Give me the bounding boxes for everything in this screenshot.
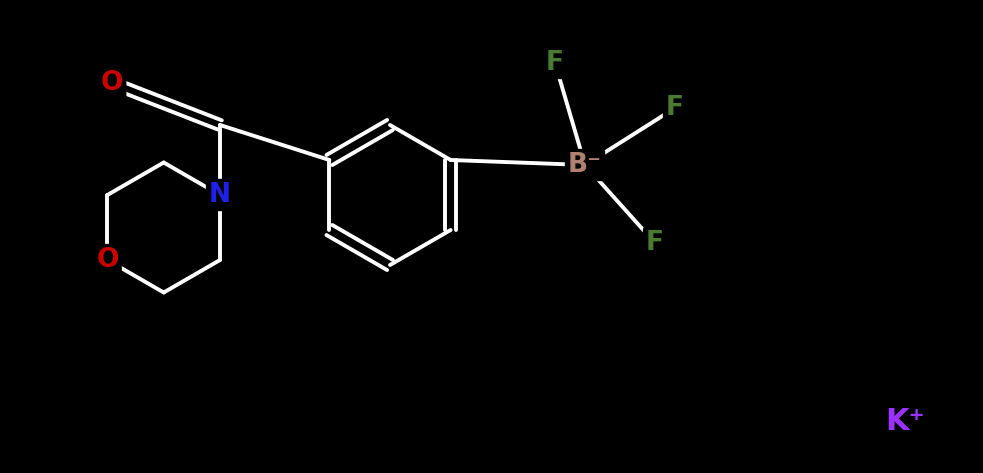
Text: B⁻: B⁻	[568, 152, 602, 178]
Text: O: O	[100, 70, 123, 96]
Text: N: N	[209, 182, 231, 208]
Text: F: F	[646, 230, 664, 256]
Text: K⁺: K⁺	[885, 406, 925, 436]
Text: F: F	[666, 95, 684, 121]
Text: O: O	[96, 247, 119, 273]
Text: F: F	[546, 50, 564, 76]
